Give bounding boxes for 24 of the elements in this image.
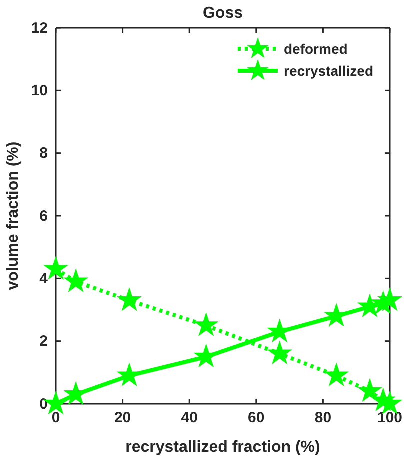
point [194,314,218,336]
point [358,379,382,402]
y-tick-label: 12 [31,20,48,37]
x-tick-label: 20 [114,410,132,427]
legend-label: deformed [284,41,348,57]
x-tick-label: 0 [52,410,60,427]
x-tick-label: 80 [314,410,332,427]
y-axis-title: volume fraction (%) [5,142,22,290]
point [325,364,348,386]
point [64,270,88,292]
point [378,288,402,310]
y-tick-label: 6 [40,208,48,225]
x-tick-label: 60 [248,410,265,427]
point [268,342,292,364]
x-axis-title: recrystallized fraction (%) [126,439,320,456]
y-tick-label: 8 [40,145,48,162]
y-tick-label: 2 [40,333,48,350]
y-tick-label: 4 [40,270,49,288]
point [118,288,141,310]
x-tick-label: 40 [181,410,198,427]
chart-title: Goss [202,5,244,22]
x-tick-label: 100 [377,410,403,427]
legend-label: recrystallized [284,63,374,79]
y-tick-label: 10 [31,82,48,100]
